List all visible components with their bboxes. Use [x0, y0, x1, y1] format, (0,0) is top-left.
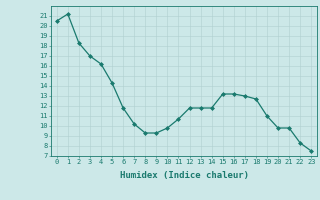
X-axis label: Humidex (Indice chaleur): Humidex (Indice chaleur)	[119, 171, 249, 180]
